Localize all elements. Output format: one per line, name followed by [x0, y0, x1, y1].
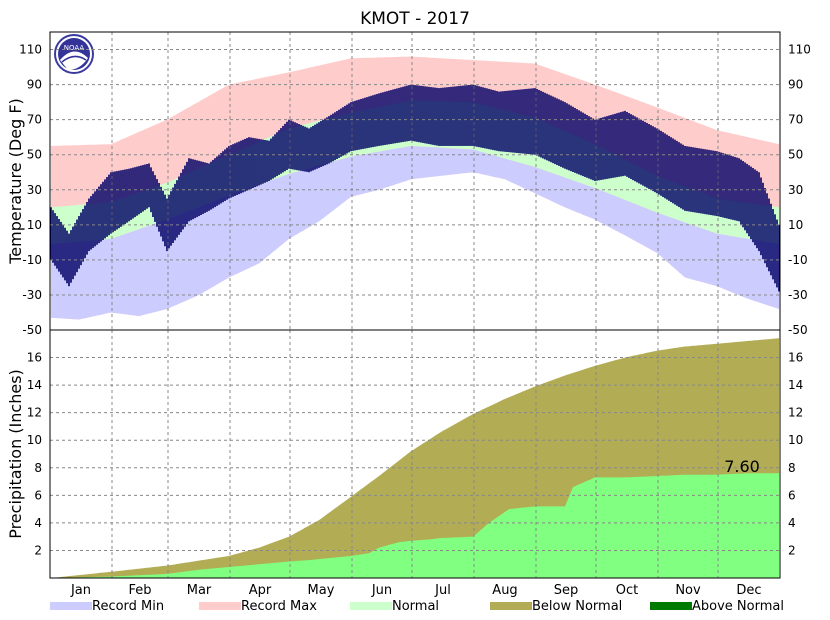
month-label: Feb [128, 583, 151, 598]
temp-tick-label-right: 90 [788, 78, 803, 92]
precip-tick-label-right: 2 [788, 543, 796, 557]
precip-tick-label-right: 6 [788, 488, 796, 502]
precip-tick-label-left: 6 [34, 488, 42, 502]
precip-tick-label-right: 8 [788, 461, 796, 475]
temp-tick-label-left: 70 [27, 113, 42, 127]
temp-tick-label-left: 10 [27, 218, 42, 232]
legend-swatch [350, 602, 392, 610]
temp-tick-label-left: 90 [27, 78, 42, 92]
month-labels: Jan Feb Mar Apr May Jun Jul Aug Sep Oct Nov Dec [70, 583, 762, 598]
precipitation-axis-label: Precipitation (Inches) [6, 369, 25, 539]
legend-label: Normal [392, 599, 439, 614]
legend-label: Above Normal [692, 599, 784, 614]
observed-precip-total: 7.60 [724, 457, 760, 476]
temp-tick-label-left: 110 [19, 43, 42, 57]
month-label: Nov [675, 583, 701, 598]
temperature-panel [50, 56, 780, 320]
temp-tick-label-right: 50 [788, 148, 803, 162]
precipitation-plot-frame [49, 329, 781, 579]
temp-tick-label-left: -10 [22, 253, 42, 267]
legend: Record Min Record Max Normal Below Normal Ab… [50, 599, 784, 614]
precip-tick-label-left: 16 [27, 351, 42, 365]
temp-tick-label-left: -50 [22, 323, 42, 337]
temperature-ticks: 110 110 90 90 70 70 50 50 30 30 10 10 -10 -10 -30 -30 -5… [19, 43, 811, 337]
month-label: Oct [616, 583, 638, 598]
temp-tick-label-left: -30 [22, 288, 42, 302]
temp-tick-label-right: 10 [788, 218, 803, 232]
temp-tick-label-left: 30 [27, 183, 42, 197]
month-label: Jun [371, 583, 392, 598]
month-label: May [308, 583, 335, 598]
precip-tick-label-right: 10 [788, 433, 803, 447]
month-label: Apr [249, 583, 272, 598]
precipitation-grid [50, 330, 780, 578]
precip-tick-label-left: 4 [34, 516, 42, 530]
precip-tick-label-left: 14 [27, 378, 42, 392]
precipitation-panel [51, 338, 779, 578]
month-label: Jul [434, 583, 451, 598]
precip-tick-label-right: 4 [788, 516, 796, 530]
precip-tick-label-right: 14 [788, 378, 803, 392]
temp-tick-label-right: 30 [788, 183, 803, 197]
precip-tick-label-left: 12 [27, 406, 42, 420]
legend-swatch [50, 602, 92, 610]
legend-label: Record Min [92, 599, 164, 614]
observed-precip-area [51, 473, 779, 578]
precip-tick-label-left: 2 [34, 543, 42, 557]
temperature-axis-label: Temperature (Deg F) [6, 98, 25, 265]
temp-tick-label-right: -30 [788, 288, 808, 302]
noaa-logo: NOAA [54, 34, 94, 74]
legend-swatch [199, 602, 241, 610]
temp-tick-label-right: -50 [788, 323, 808, 337]
month-label: Sep [554, 583, 579, 598]
temp-tick-label-left: 50 [27, 148, 42, 162]
legend-swatch [650, 602, 692, 610]
legend-label: Record Max [241, 599, 317, 614]
month-label: Mar [187, 583, 212, 598]
precip-tick-label-right: 16 [788, 351, 803, 365]
temp-tick-label-right: 110 [788, 43, 811, 57]
temperature-grid [50, 32, 780, 330]
precip-tick-label-left: 8 [34, 461, 42, 475]
month-label: Jan [70, 583, 91, 598]
temp-tick-label-right: -10 [788, 253, 808, 267]
temp-tick-label-right: 70 [788, 113, 803, 127]
noaa-logo-text: NOAA [64, 44, 85, 52]
month-label: Dec [736, 583, 761, 598]
precipitation-ticks: 16 16 14 14 12 12 10 10 8 8 6 6 4 4 2 2 [27, 351, 804, 558]
month-label: Aug [492, 583, 517, 598]
legend-label: Below Normal [532, 599, 622, 614]
precip-tick-label-left: 10 [27, 433, 42, 447]
legend-swatch [490, 602, 532, 610]
precip-tick-label-right: 12 [788, 406, 803, 420]
chart-title: KMOT - 2017 [360, 9, 470, 29]
